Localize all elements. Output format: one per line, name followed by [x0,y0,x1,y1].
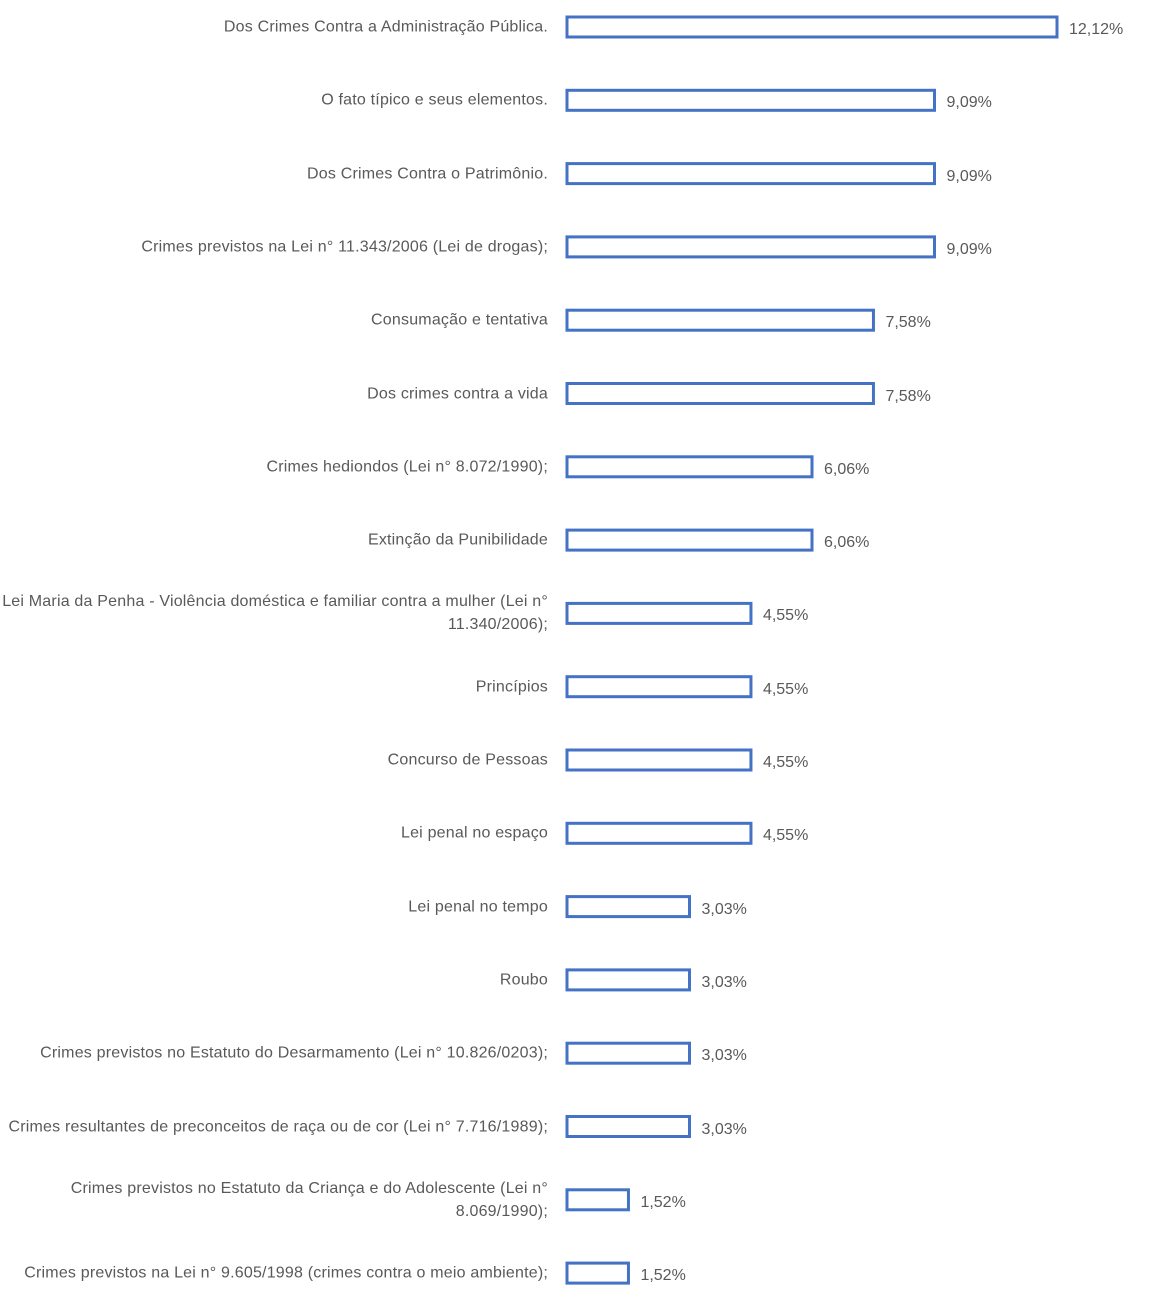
bar [565,968,691,992]
category-label: Lei penal no espaço [400,824,548,842]
value-label: 4,55% [762,754,809,771]
category-label: Crimes previstos na Lei n° 11.343/2006 (… [141,238,548,256]
bar [565,821,753,845]
value-label: 12,12% [1069,21,1124,38]
category-label: Lei Maria da Penha - Violência doméstica… [2,593,548,634]
category-label: Dos Crimes Contra o Patrimônio. [307,165,548,183]
value-label: 7,58% [885,387,931,405]
bar [565,675,753,699]
category-label: Dos crimes contra a vida [367,385,548,402]
value-label: 9,09% [946,167,992,185]
category-label: Princípios [475,678,548,696]
value-label: 9,09% [946,94,992,112]
bar [565,308,875,332]
value-label: 3,03% [701,900,747,918]
bar [565,1261,630,1285]
bar [565,601,753,625]
category-label: Consumação e tentativa [371,311,548,329]
value-label: 7,58% [885,314,931,332]
value-label: 4,55% [762,607,809,625]
bar [565,235,936,259]
category-label: Roubo [499,971,548,989]
value-label: 4,55% [762,827,809,845]
category-label: Lei penal no tempo [408,898,548,916]
bar [565,895,691,919]
bar [565,1115,691,1138]
category-label: Extinção da Punibilidade [367,531,548,549]
bar [565,1188,630,1212]
bar [565,1041,691,1065]
bar [565,162,936,186]
category-label: Concurso de Pessoas [387,751,548,769]
value-label: 1,52% [640,1267,686,1285]
value-label: 3,03% [701,1047,747,1065]
category-label: Dos Crimes Contra a Administração Públic… [223,18,548,36]
category-label: Crimes hediondos (Lei n° 8.072/1990); [266,458,548,476]
value-label: 9,09% [946,240,992,258]
bar [565,382,875,405]
value-label: 3,03% [701,1120,747,1138]
value-label: 6,06% [824,534,870,552]
bar [565,748,753,772]
value-label: 1,52% [640,1193,686,1211]
category-label: Crimes previstos no Estatuto do Desarmam… [40,1044,548,1062]
category-label: Crimes previstos na Lei n° 9.605/1998 (c… [24,1264,548,1282]
value-label: 3,03% [701,973,747,991]
category-label: Crimes resultantes de preconceitos de ra… [8,1118,548,1135]
bar [565,455,814,479]
value-label: 4,55% [762,680,809,698]
bar [565,88,936,112]
category-label: O fato típico e seus elementos. [321,91,548,109]
category-label: Crimes previstos no Estatuto da Criança … [70,1179,548,1220]
bar [565,528,814,552]
value-label: 6,06% [824,460,870,478]
bar [565,15,1059,39]
